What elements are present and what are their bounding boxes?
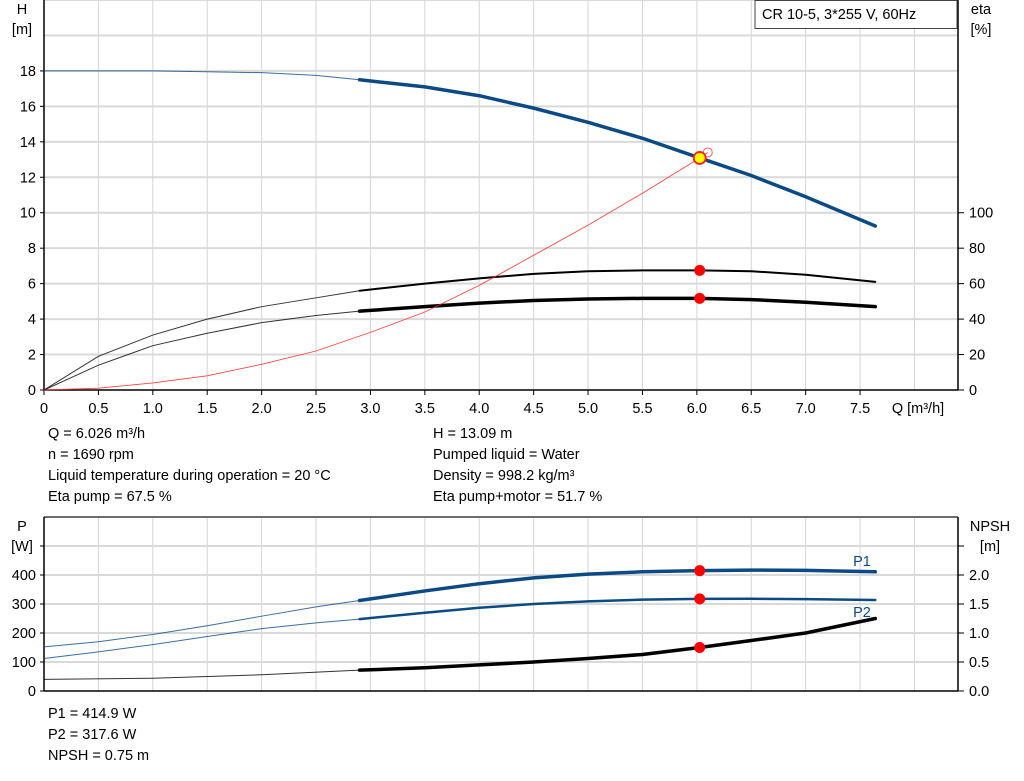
series-line-thin-1: [43, 290, 360, 391]
info-density: Density = 998.2 kg/m³: [433, 468, 575, 484]
info-p1: P1 = 414.9 W: [48, 706, 137, 722]
series-line-2: [357, 616, 878, 672]
y-tick-label-right: 80: [969, 241, 985, 257]
x-tick-label: 5.0: [578, 401, 598, 417]
x-axis-label: Q [m³/h]: [892, 401, 944, 417]
y-tick-label-right: 0.0: [969, 684, 989, 700]
y-axis-label-left: P: [17, 519, 27, 535]
y-axis-unit-right: [%]: [971, 22, 992, 38]
info-top-left: Q = 6.026 m³/h n = 1690 rpm Liquid tempe…: [48, 424, 331, 508]
x-tick-label: 1.0: [143, 401, 163, 417]
x-tick-label: 7.5: [850, 401, 870, 417]
series-line-1: [358, 597, 877, 621]
y-tick-label-left: 18: [20, 64, 36, 80]
y-tick-label-left: 6: [28, 277, 36, 293]
duty-point-eta-total: [694, 292, 706, 304]
y-tick-label-right: 20: [969, 348, 985, 364]
series-line-thin-0: [43, 600, 360, 648]
y-tick-label-left: 200: [12, 626, 36, 642]
y-tick-label-left: 400: [12, 568, 36, 584]
y-tick-label-right: 1.5: [969, 597, 989, 613]
info-flow: Q = 6.026 m³/h: [48, 426, 146, 442]
y-tick-label-right: 0: [969, 383, 977, 399]
info-npsh: NPSH = 0.75 m: [48, 748, 150, 764]
y-tick-label-right: 2.0: [969, 568, 989, 584]
y-axis-unit-right: [m]: [980, 539, 1000, 555]
x-tick-label: 0: [40, 401, 48, 417]
y-tick-label-left: 4: [28, 312, 36, 328]
x-tick-label: 1.5: [197, 401, 217, 417]
y-axis-label-right: eta: [971, 2, 992, 18]
y-tick-label-right: 100: [969, 206, 993, 222]
y-tick-label-right: 40: [969, 312, 985, 328]
y-tick-label-right: 1.0: [969, 626, 989, 642]
y-tick-label-left: 0: [28, 383, 36, 399]
info-liquid: Pumped liquid = Water: [433, 447, 580, 463]
y-tick-label-left: 10: [20, 206, 36, 222]
system-curve: [43, 152, 708, 391]
series-line-1: [358, 269, 877, 292]
y-axis-label-left: H: [17, 2, 27, 18]
x-tick-label: 2.5: [306, 401, 326, 417]
y-tick-label-left: 2: [28, 348, 36, 364]
series-label-P2: P2: [853, 605, 871, 621]
x-tick-label: 7.0: [796, 401, 816, 417]
duty-point-p2: [694, 593, 706, 605]
y-tick-label-left: 12: [20, 170, 36, 186]
series-line-0: [357, 78, 878, 228]
x-tick-label: 6.5: [741, 401, 761, 417]
y-axis-unit-left: [m]: [12, 22, 32, 38]
info-temperature: Liquid temperature during operation = 20…: [48, 468, 331, 484]
x-tick-label: 3.5: [415, 401, 435, 417]
duty-point-p1: [694, 565, 706, 577]
x-tick-label: 2.0: [252, 401, 272, 417]
series-line-thin-0: [44, 70, 360, 81]
duty-point-eta-pump: [694, 264, 706, 276]
y-tick-label-left: 0: [28, 684, 36, 700]
y-tick-label-left: 8: [28, 241, 36, 257]
duty-point-npsh: [694, 642, 706, 653]
x-tick-label: 3.0: [360, 401, 380, 417]
x-tick-label: 4.5: [524, 401, 544, 417]
series-line-thin-1: [43, 618, 360, 660]
info-p2: P2 = 317.6 W: [48, 727, 137, 743]
y-axis-label-right: NPSH: [970, 519, 1010, 535]
duty-point-head: [692, 151, 707, 165]
title-box: [754, 0, 958, 29]
series-line-thin-2: [43, 669, 360, 680]
y-tick-label-left: 100: [12, 655, 36, 671]
y-tick-label-left: 14: [20, 135, 36, 151]
series-line-2: [357, 296, 878, 313]
info-speed: n = 1690 rpm: [48, 447, 134, 463]
x-tick-label: 5.5: [632, 401, 652, 417]
y-tick-label-left: 16: [20, 99, 36, 115]
y-tick-label-left: 300: [12, 597, 36, 613]
info-top-right: H = 13.09 m Pumped liquid = Water Densit…: [433, 424, 602, 508]
x-tick-label: 4.0: [469, 401, 489, 417]
y-tick-label-right: 60: [969, 277, 985, 293]
info-eta-total: Eta pump+motor = 51.7 %: [433, 489, 603, 505]
chart-title: CR 10-5, 3*255 V, 60Hz: [762, 7, 916, 23]
series-line-0: [357, 568, 878, 603]
x-tick-label: 0.5: [88, 401, 108, 417]
info-eta-pump: Eta pump = 67.5 %: [48, 489, 172, 505]
y-tick-label-right: 0.5: [969, 655, 989, 671]
series-line-thin-2: [43, 310, 360, 391]
x-tick-label: 6.0: [687, 401, 707, 417]
info-head: H = 13.09 m: [433, 426, 513, 442]
y-axis-unit-left: [W]: [11, 539, 33, 555]
series-label-P1: P1: [853, 554, 871, 570]
info-bottom: P1 = 414.9 W P2 = 317.6 W NPSH = 0.75 m: [48, 704, 149, 767]
